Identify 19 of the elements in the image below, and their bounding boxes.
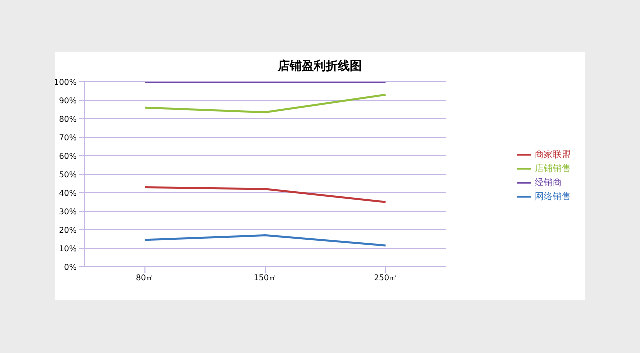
y-tick-label: 90% [59,96,78,106]
y-tick-label: 0% [64,262,78,272]
y-tick-label: 80% [59,114,78,124]
y-tick-label: 20% [59,226,78,235]
y-tick-label: 70% [59,133,78,142]
legend-label: 店铺销售 [535,164,571,174]
legend-label: 商家联盟 [535,150,571,160]
legend-label: 网络销售 [535,192,571,202]
x-tick-label: 250㎡ [374,274,398,283]
y-tick-label: 30% [59,207,78,216]
y-tick-label: 40% [59,188,78,198]
legend-label: 经销商 [535,178,562,188]
x-tick-label: 80㎡ [136,274,154,283]
x-tick-label: 150㎡ [254,274,278,283]
y-tick-label: 10% [59,244,78,254]
y-tick-label: 50% [59,170,78,180]
y-tick-label: 100% [54,78,78,87]
y-tick-label: 60% [59,152,78,161]
chart-title: 店铺盈利折线图 [277,58,363,75]
